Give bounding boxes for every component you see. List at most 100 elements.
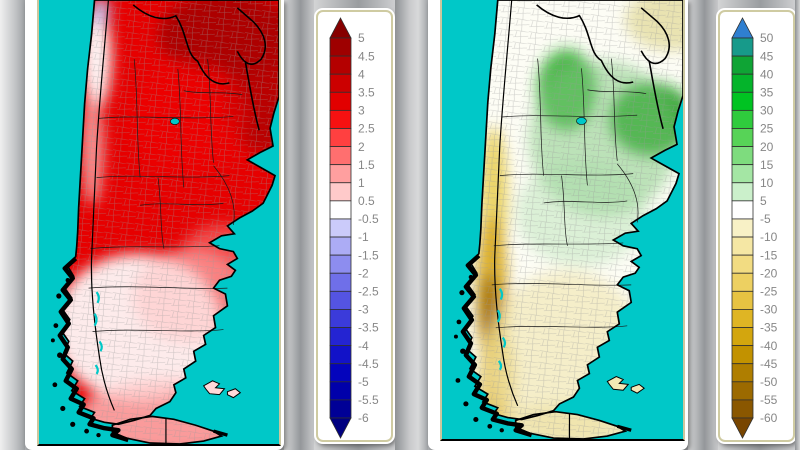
- temperature-anomaly-map-image: [39, 0, 279, 444]
- colorbar-segment: [329, 73, 352, 93]
- colorbar-segment: [731, 109, 754, 129]
- colorbar-tick-label: 2: [358, 140, 365, 154]
- colorbar-segment: [731, 37, 754, 57]
- colorbar-tick-label: 4: [358, 67, 365, 81]
- colorbar-tick-label: 1: [358, 176, 365, 190]
- colorbar-segment: [731, 73, 754, 93]
- colorbar-tick-label: 5: [358, 31, 365, 45]
- colorbar-tick-label: 45: [760, 49, 774, 63]
- panel-gap: [688, 0, 718, 450]
- colorbar-segment: [329, 146, 352, 166]
- colorbar-tick-label: -25: [760, 285, 778, 299]
- colorbar-tick-label: 15: [760, 158, 774, 172]
- colorbar-tick-label: 10: [760, 176, 774, 190]
- colorbar-segment: [731, 399, 754, 419]
- colorbar-segment: [329, 218, 352, 238]
- colorbar-tick-label: -35: [760, 321, 778, 335]
- colorbar-tick-label: -5.5: [358, 393, 379, 407]
- colorbar-bottom-arrow: [329, 417, 352, 439]
- colorbar-tick-label: -30: [760, 303, 778, 317]
- colorbar-segment: [731, 363, 754, 383]
- temperature-colorbar-column: 5 4.5 4 3.5 3 2.5 2 1.5 1 0.5 -0.5 -1 -1.5 -2 -2.5 -3 -3…: [314, 0, 395, 450]
- colorbar-segment: [329, 272, 352, 292]
- colorbar-tick-label: -60: [760, 411, 778, 425]
- colorbar-tick-label: -4.5: [358, 357, 379, 371]
- colorbar-segment: [329, 91, 352, 111]
- colorbar-tick-label: -55: [760, 393, 778, 407]
- colorbar-tick-label: -15: [760, 248, 778, 262]
- precipitation-map-plot-area: [440, 0, 685, 441]
- colorbar-tick-label: -0.5: [358, 212, 379, 226]
- colorbar-top-arrow: [329, 17, 352, 39]
- colorbar-tick-label: 5: [760, 194, 767, 208]
- colorbar-segment: [731, 309, 754, 328]
- colorbar-tick-label: 30: [760, 104, 774, 118]
- precipitation-anomaly-map-panel: [428, 0, 688, 450]
- colorbar-tick-label: -3: [358, 303, 369, 317]
- colorbar-segment: [731, 218, 754, 238]
- mar-chiquita-lake: [576, 117, 587, 125]
- colorbar-tick-label: -2: [358, 266, 369, 280]
- colorbar-segment: [329, 363, 352, 383]
- page-margin-left: [0, 0, 25, 450]
- colorbar-tick-label: -5: [760, 212, 771, 226]
- colorbar-tick-label: 4.5: [358, 49, 375, 63]
- colorbar-segment: [731, 200, 754, 220]
- colorbar-segment: [329, 381, 352, 401]
- colorbar-segment: [329, 309, 352, 328]
- colorbar-segment: [731, 164, 754, 184]
- colorbar-tick-label: -40: [760, 339, 778, 353]
- colorbar-tick-label: -20: [760, 266, 778, 280]
- colorbar-tick-label: -5: [358, 375, 369, 389]
- colorbar-segment: [731, 128, 754, 147]
- colorbar-tick-label: -2.5: [358, 285, 379, 299]
- panel-gap: [395, 0, 428, 450]
- colorbar-tick-label: 2.5: [358, 122, 375, 136]
- colorbar-tick-label: -6: [358, 411, 369, 425]
- colorbar-segment: [731, 381, 754, 401]
- colorbar-segment: [329, 109, 352, 129]
- colorbar-segment: [329, 236, 352, 256]
- precipitation-colorbar: 50 45 40 35 30 25 20 15 10 5 -5 -10 -15 -20 -25 -30 -35 -…: [731, 17, 778, 439]
- temperature-colorbar: 5 4.5 4 3.5 3 2.5 2 1.5 1 0.5 -0.5 -1 -1.5 -2 -2.5 -3 -3…: [329, 17, 379, 439]
- colorbar-segment: [731, 345, 754, 365]
- colorbar-segment: [731, 55, 754, 75]
- colorbar-tick-label: -1.5: [358, 248, 379, 262]
- colorbar-segment: [731, 182, 754, 202]
- precipitation-colorbar-column: 50 45 40 35 30 25 20 15 10 5 -5 -10 -15 -20 -25 -30 -35 -…: [718, 0, 795, 450]
- precipitation-colorbar-panel: 50 45 40 35 30 25 20 15 10 5 -5 -10 -15 -20 -25 -30 -35 -…: [718, 10, 795, 442]
- colorbar-segment: [731, 272, 754, 292]
- colorbar-tick-label: 40: [760, 67, 774, 81]
- colorbar-tick-label: -50: [760, 375, 778, 389]
- colorbar-segment: [329, 327, 352, 347]
- colorbar-segment: [731, 146, 754, 166]
- colorbar-segment: [329, 55, 352, 75]
- colorbar-tick-label: -1: [358, 230, 369, 244]
- colorbar-segment: [731, 327, 754, 347]
- colorbar-tick-label: 3.5: [358, 85, 375, 99]
- colorbar-segment: [731, 254, 754, 274]
- colorbar-segment: [329, 254, 352, 274]
- colorbar-segment: [329, 164, 352, 184]
- colorbar-tick-label: 20: [760, 140, 774, 154]
- colorbar-tick-label: 1.5: [358, 158, 375, 172]
- colorbar-tick-label: 50: [760, 31, 774, 45]
- colorbar-segment: [329, 128, 352, 147]
- colorbar-segment: [329, 200, 352, 220]
- colorbar-tick-label: -3.5: [358, 321, 379, 335]
- colorbar-segment: [329, 290, 352, 310]
- page-margin-right: [795, 0, 800, 450]
- colorbar-bottom-arrow: [731, 417, 754, 439]
- colorbar-segment: [329, 182, 352, 202]
- panel-gap: [284, 0, 314, 450]
- colorbar-segment: [329, 37, 352, 57]
- colorbar-segment: [731, 236, 754, 256]
- precipitation-anomaly-map-image: [442, 0, 683, 439]
- colorbar-segment: [731, 91, 754, 111]
- colorbar-tick-label: -45: [760, 357, 778, 371]
- colorbar-segment: [731, 290, 754, 310]
- colorbar-tick-label: -4: [358, 339, 369, 353]
- temperature-map-plot-area: [37, 0, 281, 446]
- colorbar-tick-label: 0.5: [358, 194, 375, 208]
